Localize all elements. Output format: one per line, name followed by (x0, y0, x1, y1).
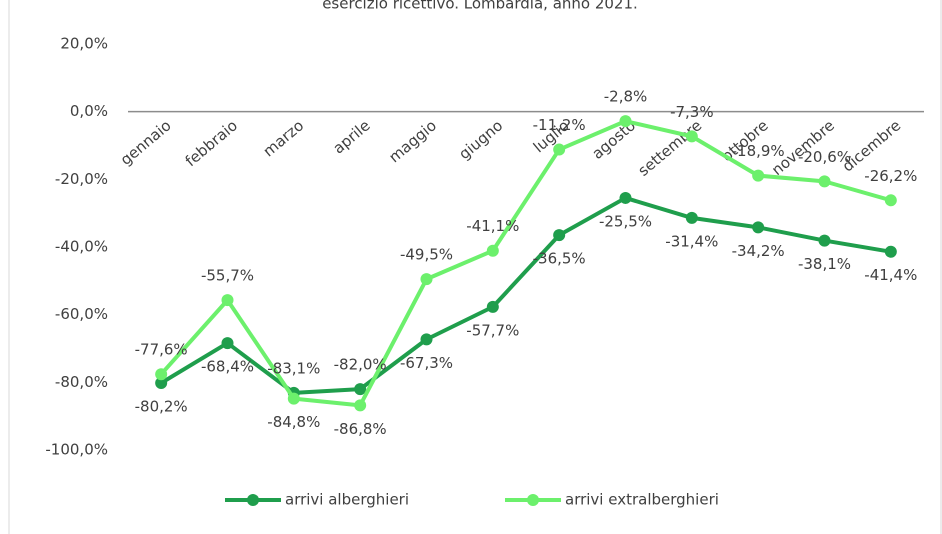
marker (884, 194, 897, 207)
marker (752, 221, 765, 234)
marker (553, 229, 566, 242)
x-tick-label: giugno (455, 116, 506, 163)
x-tick-label: febbraio (182, 116, 241, 170)
data-label: -25,5% (599, 212, 652, 230)
data-label: -77,6% (135, 341, 188, 359)
y-tick-label: 20,0% (60, 35, 108, 53)
marker (420, 333, 433, 346)
x-tick-label: marzo (260, 116, 308, 160)
data-label: -7,3% (670, 103, 714, 121)
data-label: -49,5% (400, 246, 453, 264)
x-tick-label: gennaio (117, 116, 175, 169)
data-label: -57,7% (466, 321, 519, 339)
y-tick-label: -40,0% (55, 238, 108, 256)
marker (486, 300, 499, 313)
chart-title: esercizio ricettivo. Lombardia, anno 202… (322, 0, 638, 13)
y-tick-label: -100,0% (45, 441, 108, 459)
marker (354, 399, 367, 412)
marker (221, 337, 234, 350)
y-tick-label: -80,0% (55, 373, 108, 391)
marker (619, 115, 632, 128)
data-label: -26,2% (864, 167, 917, 185)
marker (818, 175, 831, 188)
marker (884, 245, 897, 258)
chart-frame (8, 0, 942, 534)
marker (420, 273, 433, 286)
marker (287, 392, 300, 405)
data-label: -86,8% (334, 420, 387, 438)
legend-marker (247, 494, 259, 506)
legend-label: arrivi extralberghieri (565, 491, 719, 509)
marker (486, 244, 499, 257)
data-label: -67,3% (400, 354, 453, 372)
data-label: -68,4% (201, 358, 254, 376)
data-label: -34,2% (732, 242, 785, 260)
data-label: -41,1% (466, 217, 519, 235)
data-label: -20,6% (798, 148, 851, 166)
data-label: -82,0% (334, 356, 387, 374)
data-label: -11,2% (533, 116, 586, 134)
data-label: -36,5% (533, 250, 586, 268)
marker (155, 377, 168, 390)
legend-label: arrivi alberghieri (285, 491, 409, 509)
marker (553, 143, 566, 156)
marker (619, 191, 632, 204)
data-label: -31,4% (665, 232, 718, 250)
data-label: -38,1% (798, 255, 851, 273)
marker (752, 169, 765, 182)
marker (221, 294, 234, 307)
marker (818, 234, 831, 247)
y-tick-label: -20,0% (55, 170, 108, 188)
x-tick-label: maggio (385, 116, 440, 166)
y-tick-label: -60,0% (55, 305, 108, 323)
data-label: -84,8% (267, 413, 320, 431)
y-tick-label: 0,0% (70, 102, 108, 120)
data-label: -41,4% (864, 266, 917, 284)
data-label: -18,9% (732, 142, 785, 160)
data-label: -2,8% (604, 88, 648, 106)
legend-marker (527, 494, 539, 506)
marker (685, 130, 698, 143)
data-label: -83,1% (267, 359, 320, 377)
x-tick-label: aprile (330, 116, 374, 157)
data-label: -55,7% (201, 267, 254, 285)
marker (155, 368, 168, 381)
data-label: -80,2% (135, 398, 188, 416)
marker (354, 383, 367, 396)
series-line (159, 119, 892, 408)
marker (685, 211, 698, 224)
